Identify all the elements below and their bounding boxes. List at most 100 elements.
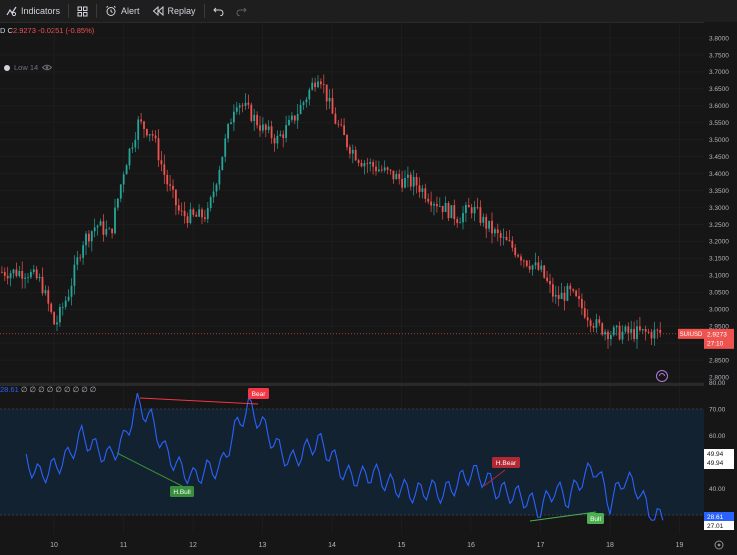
candle-body [221, 156, 224, 170]
candle-body [192, 209, 195, 215]
candle-body [491, 220, 493, 234]
candle-body [38, 276, 41, 279]
candle-body [64, 300, 67, 307]
bear-divergence-tag[interactable] [248, 388, 269, 399]
candle-body [198, 209, 200, 217]
indicators-button[interactable]: Indicators [0, 0, 66, 22]
candle-body [128, 148, 131, 166]
candle-body [90, 231, 93, 242]
candle-body [528, 265, 531, 270]
candle-body [372, 162, 374, 167]
time-axis-bg[interactable] [0, 534, 704, 555]
alert-button[interactable]: Alert [99, 0, 146, 22]
candle-body [325, 84, 328, 102]
candle-body [633, 328, 635, 340]
candle-body [291, 115, 293, 120]
hidden-bear-divergence-tag[interactable] [492, 457, 520, 468]
candle-body [467, 205, 470, 208]
candle-body [543, 265, 546, 278]
candle-body [279, 134, 282, 136]
price-axis-label: 3.0500 [709, 290, 729, 297]
candle-body [143, 121, 145, 130]
candle-body [79, 257, 82, 259]
candle-body [322, 84, 325, 86]
candle-body [247, 102, 250, 105]
candle-body [314, 82, 316, 88]
candle-body [215, 184, 218, 192]
price-axis-label: 3.7500 [709, 52, 729, 59]
candle-body [140, 119, 142, 122]
candle-body [598, 319, 601, 324]
indicator-legend[interactable]: Low 14 [4, 63, 53, 72]
candle-body [508, 240, 511, 241]
candle-body [575, 290, 577, 297]
candle-body [465, 205, 467, 214]
rsi-legend-params: ∅ ∅ ∅ ∅ ∅ ∅ ∅ ∅ ∅ [20, 385, 97, 394]
candle-body [125, 165, 128, 175]
candle-body [12, 269, 15, 274]
indicators-label: Indicators [21, 6, 61, 16]
candle-body [137, 119, 140, 140]
candle-body [494, 229, 496, 234]
sync-icon[interactable] [656, 370, 668, 382]
candle-body [433, 203, 435, 206]
alert-label: Alert [121, 6, 140, 16]
pane-separator[interactable] [0, 383, 704, 386]
toolbar-divider [203, 4, 205, 18]
candle-body [122, 174, 125, 185]
candle-body [569, 285, 572, 290]
candle-body [601, 323, 604, 335]
bull-divergence-tag[interactable] [587, 513, 604, 524]
candle-body [6, 275, 9, 279]
candle-body [244, 102, 247, 106]
candle-body [363, 163, 366, 167]
candle-body [186, 216, 189, 223]
last-price-tag [704, 328, 734, 349]
candle-body [273, 138, 276, 144]
rsi-band [0, 409, 704, 515]
candle-body [647, 331, 650, 333]
candle-body [583, 308, 586, 318]
candle-body [59, 307, 61, 323]
candle-body [311, 82, 314, 90]
eye-icon[interactable] [42, 64, 53, 71]
time-axis-label: 19 [676, 542, 684, 549]
ohlc-change: -0.0251 [37, 26, 64, 35]
rsi-tag-next-text: 27.01 [707, 523, 724, 530]
candle-body [262, 124, 264, 131]
candle-body [241, 105, 244, 107]
candle-body [293, 115, 296, 121]
hidden-bull-divergence-tag[interactable] [170, 486, 194, 497]
candle-body [392, 170, 395, 180]
candle-body [581, 298, 583, 309]
replay-button[interactable]: Replay [146, 0, 202, 22]
candle-body [340, 124, 343, 126]
candle-body [563, 292, 566, 301]
layouts-button[interactable] [71, 0, 94, 22]
rsi-tag-current-text: 28.61 [707, 514, 724, 521]
candle-body [514, 247, 517, 256]
settings-icon[interactable] [714, 540, 724, 550]
candle-body [148, 134, 151, 136]
candle-body [204, 217, 206, 220]
redo-button[interactable] [230, 0, 253, 22]
candle-body [253, 114, 256, 122]
candle-body [444, 202, 447, 213]
candle-body [99, 221, 102, 226]
ohlc-prefix: D [0, 26, 6, 35]
candle-body [70, 285, 73, 297]
candle-body [546, 277, 548, 281]
bear-divergence-text: Bear [252, 391, 267, 398]
price-axis-label: 3.5000 [709, 137, 729, 144]
price-axis-bg[interactable] [704, 22, 737, 383]
candle-body [404, 177, 406, 188]
candle-body [131, 147, 134, 149]
candle-body [621, 331, 624, 340]
candle-body [41, 276, 44, 294]
undo-button[interactable] [207, 0, 230, 22]
candle-body [1, 271, 3, 273]
candle-body [369, 162, 372, 164]
candle-body [604, 331, 606, 335]
candle-body [44, 290, 47, 294]
